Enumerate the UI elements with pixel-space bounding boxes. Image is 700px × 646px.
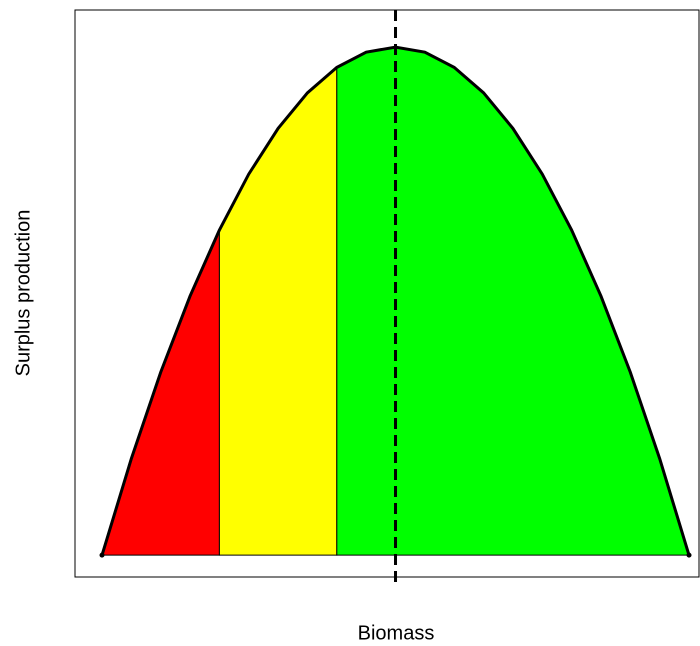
plot-frame <box>74 9 700 578</box>
x-axis-title: Biomass <box>358 622 435 644</box>
zone-area <box>101 229 220 556</box>
y-axis-title: Surplus production <box>12 210 34 377</box>
end-point <box>99 552 105 558</box>
zone-area <box>336 46 690 556</box>
zone-area <box>218 66 338 556</box>
end-point <box>686 552 692 558</box>
